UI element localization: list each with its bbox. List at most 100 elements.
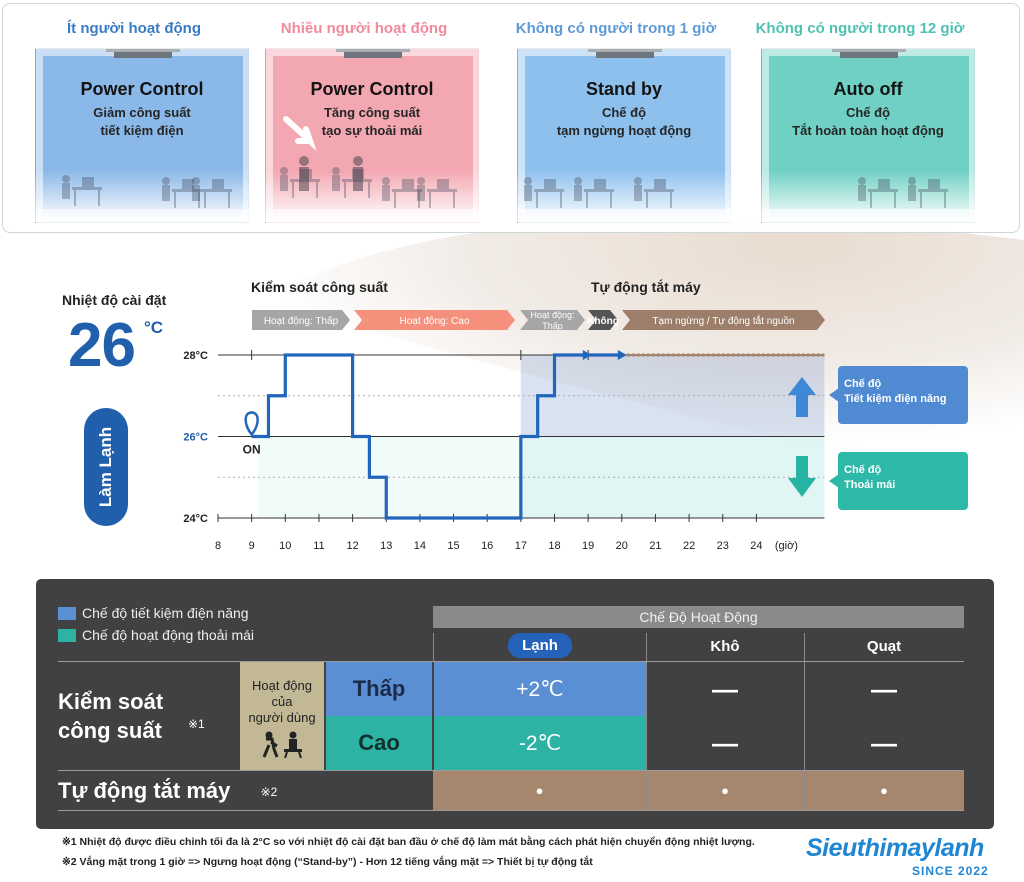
brand-logo-name: Sieuthimaylanh	[806, 834, 984, 862]
section-power-control: Kiểm soát công suất	[251, 279, 388, 295]
table-header: Chế Độ Hoạt Động	[433, 606, 964, 628]
x-axis-label: (giờ)	[775, 540, 798, 552]
card-heading: Power Control	[310, 79, 434, 99]
pointer-icon	[829, 474, 839, 488]
x-tick-label: 23	[717, 540, 729, 552]
section-auto-off: Tự động tắt máy	[591, 279, 701, 295]
x-tick-label: 17	[515, 540, 527, 552]
phase-label: Hoạt động: Thấp	[530, 310, 574, 331]
y-tick-label: 28°C	[183, 350, 208, 362]
table-legend-item: Chế độ tiết kiệm điện năng	[58, 605, 249, 621]
x-tick-label: 22	[683, 540, 695, 552]
card-title: Nhiều người hoạt động	[280, 20, 448, 37]
row-divider	[58, 810, 964, 811]
mode-pill: Làm Lạnh	[84, 408, 128, 526]
setting-temperature-unit: °C	[144, 318, 164, 337]
phase-arrow	[520, 310, 585, 330]
row-power-control-line: Kiểm soát	[58, 689, 164, 714]
user-activity-line: của	[271, 694, 293, 709]
column-divider	[646, 662, 647, 770]
row-power-control-line: công suất	[58, 718, 162, 743]
auto-row-band	[433, 771, 964, 810]
row-divider	[58, 770, 964, 771]
arrow-up-icon	[788, 377, 816, 417]
room-illustration: Power Control Tăng công suất tạo sự thoải …	[265, 48, 480, 224]
room-illustration: Power Control Giảm công suất tiết kiệm điệ…	[35, 48, 250, 224]
x-tick-label: 19	[582, 540, 594, 552]
note-1: ※1 Nhiệt độ được điều chỉnh tối đa là 2°…	[62, 836, 755, 848]
on-label: ON	[243, 443, 261, 457]
phase-label: Không	[587, 316, 619, 327]
scenario-card: Không có người trong 12 giờ Auto off Chế đ…	[743, 10, 977, 224]
row-power-note: ※1	[188, 717, 205, 731]
card-line-1: Giảm công suất	[93, 105, 191, 120]
x-tick-label: 13	[380, 540, 392, 552]
card-heading: Auto off	[833, 79, 903, 99]
card-heading: Power Control	[80, 79, 204, 99]
room-illustration: Stand by Chế độ tạm ngừng hoạt động	[517, 48, 732, 224]
card-heading: Stand by	[585, 79, 662, 99]
x-tick-label: 15	[447, 540, 459, 552]
card-line-2: tạo sự thoải mái	[321, 123, 423, 138]
on-pin-icon	[244, 411, 259, 437]
pointer-icon	[829, 388, 839, 402]
chart-legend-line-2: Tiết kiệm điện năng	[844, 393, 947, 405]
arrow-down-icon	[788, 456, 816, 497]
auto-value-dot: ●	[535, 783, 544, 798]
column-divider	[433, 633, 434, 661]
brand-logo-since: SINCE 2022	[912, 864, 989, 878]
temperature-chart: Hoạt động: Thấp Hoạt động: Cao Hoạt động: T…	[183, 310, 825, 552]
chart-legend-box: Chế độ Thoải mái	[829, 452, 968, 510]
value-dash: —	[712, 727, 738, 758]
user-activity-line: người dùng	[248, 710, 316, 725]
legend-swatch	[58, 607, 76, 620]
scenario-card: Nhiều người hoạt động Power Control Tăng c…	[247, 10, 481, 224]
y-tick-label: 24°C	[183, 513, 208, 525]
room-scene-icon	[36, 49, 250, 224]
room-illustration: Auto off Chế độ Tắt hoàn toàn hoạt động	[761, 48, 976, 224]
line-arrowhead	[582, 350, 592, 360]
note-2: ※2 Vắng mặt trong 1 giờ => Ngưng hoạt độ…	[62, 856, 593, 868]
chart-legend-line-1: Chế độ	[844, 378, 882, 390]
row-auto-note: ※2	[260, 785, 278, 799]
value-cool-high: -2℃	[434, 716, 646, 770]
row-power-control: Kiểm soát công suất	[58, 662, 238, 770]
x-tick-label: 16	[481, 540, 493, 552]
card-title: Không có người trong 12 giờ	[755, 20, 965, 37]
legend-label: Chế độ tiết kiệm điện năng	[82, 605, 249, 621]
card-title: Ít người hoạt động	[67, 20, 201, 37]
row-low-label: Thấp	[326, 662, 432, 716]
auto-value-dot: ●	[880, 783, 888, 798]
x-tick-label: 14	[414, 540, 426, 552]
setting-temperature: 26	[68, 311, 136, 380]
x-tick-label: 18	[548, 540, 560, 552]
value-dash: —	[712, 673, 738, 704]
background-wave	[260, 217, 1024, 500]
temperature-line	[251, 353, 622, 520]
card-line-2: Tắt hoàn toàn hoạt động	[792, 123, 944, 138]
row-auto-off: Tự động tắt máy	[58, 778, 231, 803]
row-divider	[58, 661, 964, 662]
card-line-1: Chế độ	[601, 105, 647, 120]
table-legend-item: Chế độ hoạt động thoải mái	[58, 627, 254, 643]
column-header: Quạt	[866, 637, 902, 655]
x-tick-label: 8	[215, 540, 221, 552]
row-high-label: Cao	[326, 716, 432, 770]
x-tick-label: 20	[616, 540, 628, 552]
phase-arrow	[588, 310, 618, 330]
legend-swatch	[58, 629, 76, 642]
card-line-2: tiết kiệm điện	[100, 123, 184, 138]
value-dash: —	[871, 673, 897, 704]
x-tick-label: 24	[750, 540, 762, 552]
user-activity-line: Hoạt động	[252, 678, 312, 693]
phase-label: Hoạt động: Cao	[399, 316, 469, 327]
brand-logo: Sieuthimaylanh SINCE 2022	[806, 834, 1020, 878]
card-title: Không có người trong 1 giờ	[515, 20, 717, 37]
phase-label: Tạm ngừng / Tự động tắt nguồn	[652, 314, 794, 327]
top-panel: Ít người hoạt động Power Control Giảm công…	[2, 3, 1020, 233]
setting-label: Nhiệt độ cài đặt	[62, 292, 167, 308]
column-divider	[646, 633, 647, 661]
room-scene-icon	[518, 49, 732, 224]
value-dash: —	[871, 727, 897, 758]
line-arrowhead	[617, 350, 627, 360]
